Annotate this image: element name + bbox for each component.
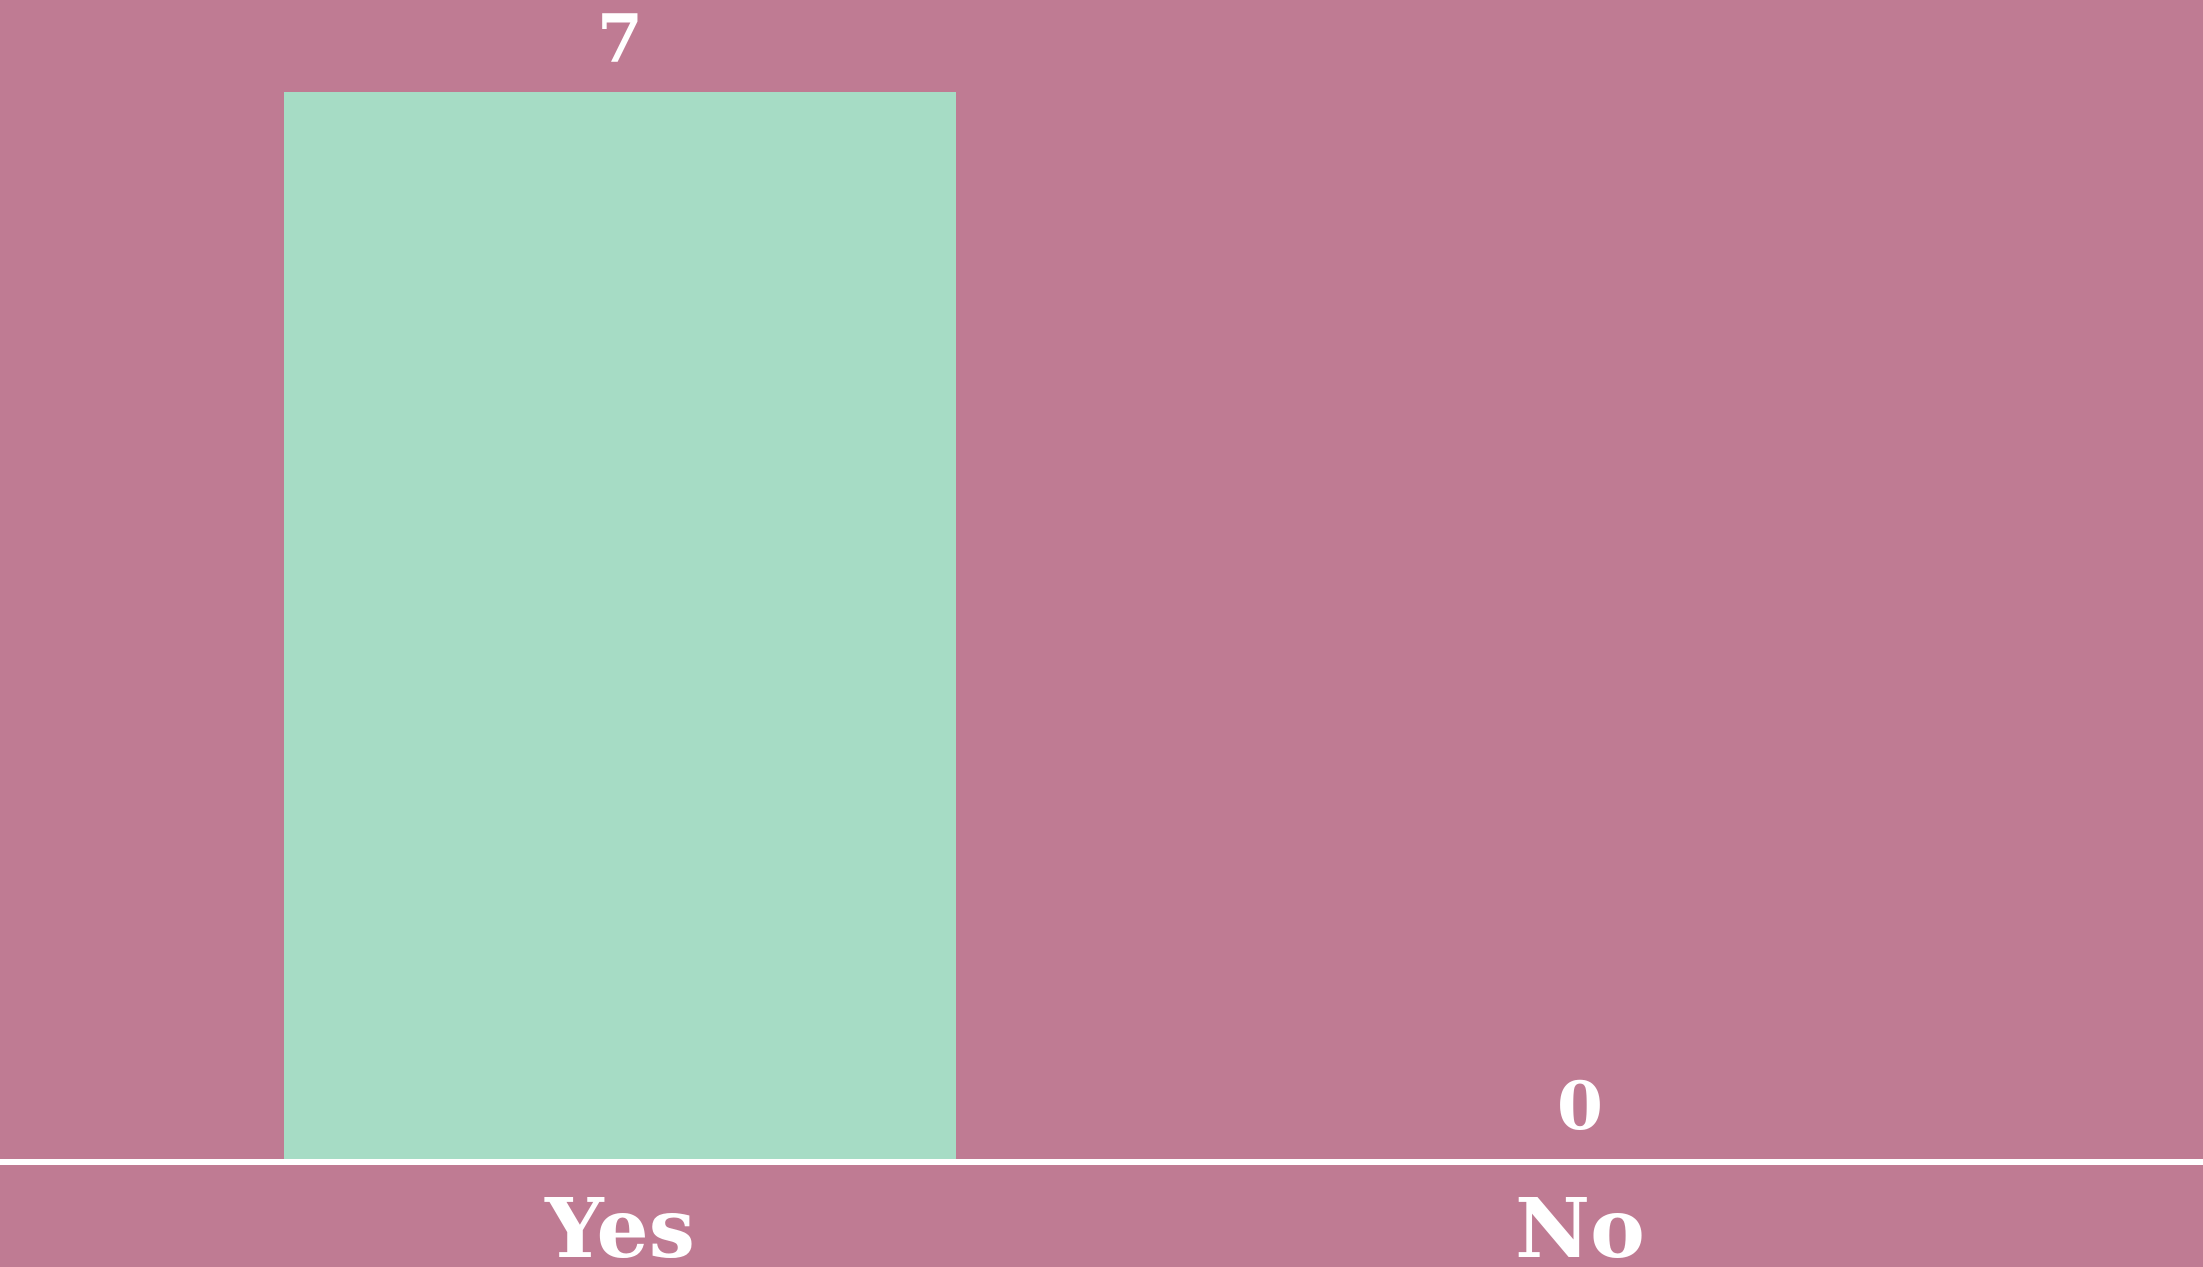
category-label-no: No	[1515, 1181, 1645, 1267]
value-label-no: 0	[1557, 1067, 1603, 1145]
bar-yes	[284, 92, 956, 1159]
category-label-yes: Yes	[544, 1181, 695, 1267]
bars-group	[284, 92, 956, 1159]
labels-group: 7 Yes 0 No	[544, 0, 1645, 1267]
value-label-yes: 7	[597, 0, 643, 78]
